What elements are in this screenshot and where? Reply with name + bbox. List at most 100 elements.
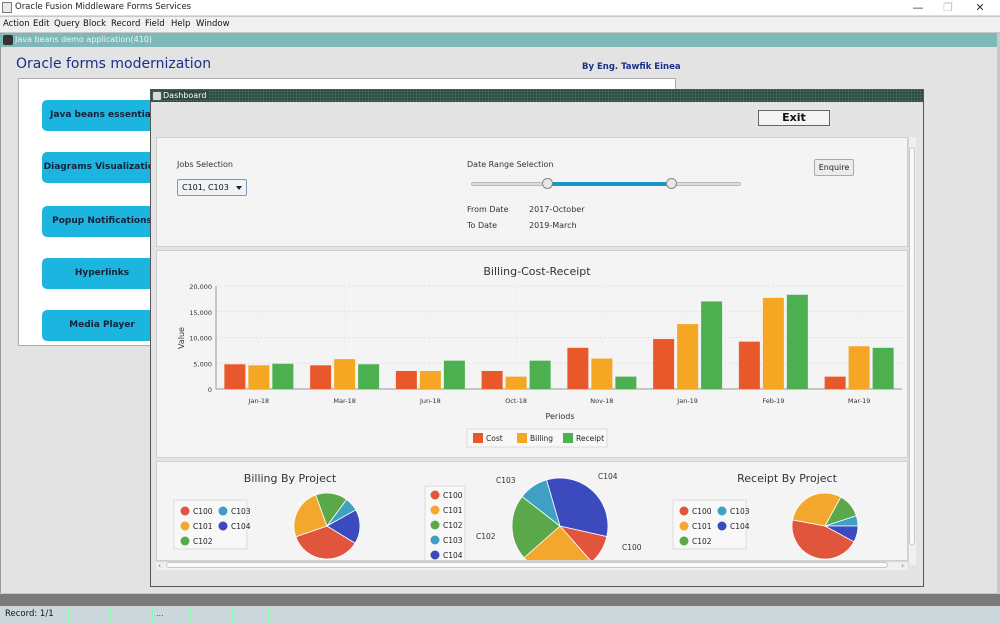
menu-action[interactable]: Action — [3, 19, 30, 29]
menu-field[interactable]: Field — [145, 19, 165, 29]
x-axis-label: Periods — [545, 412, 574, 421]
legend-label: Cost — [486, 434, 503, 443]
menu-bar: Action Edit Query Block Record Field Hel… — [0, 17, 1000, 32]
window-title: Oracle Fusion Middleware Forms Services — [15, 2, 192, 12]
vertical-scroll-thumb[interactable] — [909, 147, 915, 545]
x-tick-label: Nov-18 — [590, 397, 613, 405]
legend-label: C103 — [443, 536, 463, 545]
page-title: Oracle forms modernization — [16, 56, 212, 72]
horizontal-scroll-thumb[interactable] — [166, 562, 888, 568]
maximize-button[interactable]: ❐ — [943, 1, 953, 14]
to-date-label: To Date — [467, 221, 498, 230]
pie-charts: Billing By Project C100 C101 C102 C103 C104 C1… — [173, 472, 859, 560]
legend-marker — [717, 521, 727, 531]
legend-marker — [180, 506, 190, 516]
legend-label: C100 — [443, 491, 463, 500]
legend-label: C102 — [692, 537, 712, 546]
legend-label: C102 — [443, 521, 463, 530]
bar-cost — [395, 370, 417, 389]
media-player-button[interactable]: Media Player — [42, 310, 162, 341]
legend-label: C101 — [443, 506, 463, 515]
receipt-slice-c101 — [792, 492, 842, 527]
filter-panel — [156, 137, 908, 247]
jobs-selection-label: Jobs Selection — [177, 160, 233, 169]
y-tick-label: 0 — [208, 386, 212, 394]
exit-button[interactable]: Exit — [758, 110, 830, 126]
legend-swatch — [473, 433, 483, 443]
date-range-slider-fill — [546, 182, 671, 186]
bar-billing — [248, 365, 270, 389]
legend-marker — [717, 506, 727, 516]
status-divider — [232, 607, 233, 621]
receipt-slice-c100 — [791, 519, 855, 560]
chevron-down-icon — [236, 186, 242, 190]
legend-marker — [679, 536, 689, 546]
dashboard-title: Dashboard — [163, 91, 210, 100]
dashboard-titlebar[interactable]: Dashboard — [151, 90, 923, 102]
bar-billing — [762, 297, 784, 389]
bar-receipt — [615, 376, 637, 389]
chart-title: Billing-Cost-Receipt — [483, 265, 591, 278]
menu-help[interactable]: Help — [171, 19, 191, 29]
bar-billing — [677, 324, 699, 389]
menu-query[interactable]: Query — [54, 19, 80, 29]
billing-slice-c101 — [293, 494, 328, 538]
legend-label: C100 — [193, 507, 213, 516]
legend-label: C101 — [692, 522, 712, 531]
slider-thumb-high[interactable] — [665, 178, 677, 189]
x-tick-label: Mar-19 — [848, 397, 870, 405]
window-titlebar: Oracle Fusion Middleware Forms Services … — [0, 0, 1000, 16]
slice-label: C103 — [496, 476, 516, 485]
middle-slice-c101 — [523, 525, 591, 560]
legend-marker — [218, 506, 228, 516]
bar-cost — [653, 339, 675, 389]
close-button[interactable]: ✕ — [975, 1, 985, 14]
menu-record[interactable]: Record — [111, 19, 141, 29]
hyperlinks-button[interactable]: Hyperlinks — [42, 258, 162, 289]
menu-edit[interactable]: Edit — [33, 19, 50, 29]
scroll-left-icon[interactable]: ‹ — [158, 561, 162, 570]
diagrams-button[interactable]: Diagrams Visualization — [42, 152, 162, 183]
bar-billing — [591, 358, 613, 389]
scroll-right-icon[interactable]: › — [901, 561, 905, 570]
status-divider — [190, 607, 191, 621]
inner-window-titlebar: Java beans demo application(410) — [0, 33, 997, 47]
java-icon — [3, 35, 13, 45]
bar-receipt — [443, 360, 465, 389]
legend-label: C103 — [231, 507, 251, 516]
slice-label: C102 — [476, 532, 496, 541]
billing-cost-receipt-chart: Billing-Cost-Receipt Periods Value 0 5,00… — [177, 265, 902, 448]
legend-marker — [679, 506, 689, 516]
bar-cost — [567, 347, 589, 389]
bar-billing — [505, 376, 527, 389]
to-date-value: 2019-March — [529, 221, 577, 230]
legend-marker — [180, 536, 190, 546]
enquire-button[interactable]: Enquire — [814, 159, 854, 176]
bar-cost — [310, 365, 332, 389]
pie-chart-panel: Billing By Project C100 C101 C102 C103 C104 C1… — [156, 461, 908, 561]
slider-thumb-low[interactable] — [541, 178, 553, 189]
y-tick-label: 20,000 — [189, 283, 212, 291]
legend-marker — [430, 520, 440, 530]
legend-marker — [218, 521, 228, 531]
legend-marker — [430, 490, 440, 500]
status-divider — [152, 607, 153, 621]
legend-marker — [430, 505, 440, 515]
popup-notifications-button[interactable]: Popup Notifications — [42, 206, 162, 237]
legend-label: C102 — [193, 537, 213, 546]
bar-billing — [334, 359, 356, 389]
minimize-button[interactable]: — — [912, 1, 924, 14]
window-icon — [153, 92, 161, 100]
legend-label: C101 — [193, 522, 213, 531]
x-tick-label: Oct-18 — [505, 397, 527, 405]
legend-marker — [679, 521, 689, 531]
app-icon — [2, 2, 12, 13]
jobs-select[interactable]: C101, C103 — [177, 179, 247, 196]
menu-window[interactable]: Window — [196, 19, 230, 29]
bar-receipt — [786, 294, 808, 389]
bar-receipt — [529, 360, 551, 389]
bar-receipt — [701, 301, 723, 389]
menu-block[interactable]: Block — [83, 19, 106, 29]
legend-label: C103 — [730, 507, 750, 516]
java-beans-button[interactable]: Java beans essential — [42, 100, 162, 131]
